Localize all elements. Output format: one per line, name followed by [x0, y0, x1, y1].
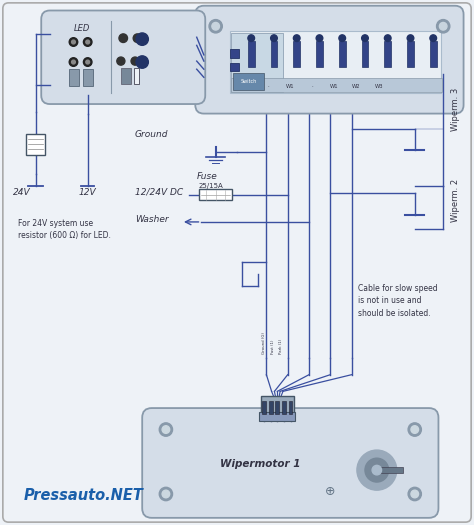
Bar [230, 62, 239, 71]
Text: Wipermotor 1: Wipermotor 1 [220, 459, 301, 469]
Circle shape [316, 35, 323, 41]
Text: ·: · [311, 84, 313, 89]
Text: Washer: Washer [135, 215, 169, 224]
Circle shape [407, 35, 414, 41]
Circle shape [437, 19, 450, 33]
Circle shape [162, 426, 170, 433]
Text: W1: W1 [286, 84, 294, 89]
Text: 12/24V DC: 12/24V DC [135, 188, 183, 197]
Bar [83, 69, 93, 86]
Bar [134, 68, 139, 83]
Bar [231, 34, 283, 92]
Bar [430, 40, 437, 67]
Circle shape [83, 38, 92, 46]
Circle shape [69, 38, 78, 46]
Text: Fuse: Fuse [197, 172, 218, 181]
Bar [316, 40, 323, 67]
Text: 24V: 24V [12, 188, 30, 197]
Circle shape [372, 465, 382, 475]
Text: Ground (G): Ground (G) [263, 332, 266, 354]
Circle shape [411, 426, 419, 433]
Text: W3: W3 [375, 84, 383, 89]
Circle shape [72, 60, 75, 64]
Bar [230, 49, 239, 58]
Text: Cable for slow speed
is not in use and
should be isolated.: Cable for slow speed is not in use and s… [358, 284, 438, 318]
Bar [259, 412, 295, 421]
Bar [289, 401, 292, 414]
Circle shape [83, 58, 92, 66]
Bar [26, 134, 45, 155]
Circle shape [362, 35, 368, 41]
Text: Switch: Switch [240, 79, 257, 84]
Circle shape [162, 490, 170, 498]
Bar [231, 78, 442, 92]
Text: ·: · [267, 84, 269, 89]
Text: Ground: Ground [135, 130, 169, 140]
Circle shape [384, 35, 391, 41]
Bar [339, 40, 346, 67]
Circle shape [357, 450, 397, 490]
Circle shape [271, 35, 277, 41]
Circle shape [133, 34, 142, 43]
Circle shape [212, 23, 219, 30]
Bar [271, 40, 277, 67]
Circle shape [339, 35, 346, 41]
Circle shape [439, 23, 447, 30]
Circle shape [293, 35, 300, 41]
Text: Wiperm. 2: Wiperm. 2 [451, 179, 459, 222]
Circle shape [136, 56, 148, 68]
FancyBboxPatch shape [41, 10, 205, 104]
Circle shape [408, 423, 421, 436]
Bar [362, 40, 368, 67]
Circle shape [69, 58, 78, 66]
Bar [262, 401, 266, 414]
Text: 12V: 12V [79, 188, 97, 197]
Bar [293, 40, 300, 67]
Circle shape [159, 423, 173, 436]
Bar [199, 189, 232, 201]
Circle shape [365, 458, 389, 482]
Circle shape [131, 57, 139, 65]
Text: 25/15A: 25/15A [199, 183, 223, 188]
FancyBboxPatch shape [142, 408, 438, 518]
Text: Park (1): Park (1) [279, 339, 283, 354]
Circle shape [209, 19, 222, 33]
Bar [275, 401, 279, 414]
Bar [282, 401, 286, 414]
FancyBboxPatch shape [3, 3, 471, 522]
Circle shape [119, 34, 128, 43]
Text: Wiperm. 3: Wiperm. 3 [451, 88, 459, 131]
Bar [384, 40, 391, 67]
Text: Pressauto.NET: Pressauto.NET [24, 488, 144, 503]
Text: For 24V system use
resistor (600 Ω) for LED.: For 24V system use resistor (600 Ω) for … [18, 218, 111, 240]
Bar [248, 40, 255, 67]
Bar [377, 467, 403, 474]
Circle shape [86, 40, 90, 44]
Bar [269, 401, 273, 414]
Bar [261, 396, 294, 416]
Text: W1: W1 [330, 84, 338, 89]
Circle shape [430, 35, 437, 41]
Text: W2: W2 [352, 84, 361, 89]
Circle shape [411, 490, 419, 498]
Bar [233, 73, 264, 90]
FancyBboxPatch shape [195, 6, 464, 113]
Circle shape [117, 57, 125, 65]
Circle shape [72, 40, 75, 44]
Circle shape [248, 35, 255, 41]
Text: ⊕: ⊕ [325, 485, 335, 498]
Bar [69, 69, 79, 86]
Circle shape [159, 487, 173, 501]
Circle shape [136, 33, 148, 45]
Circle shape [86, 60, 90, 64]
Text: LED: LED [73, 24, 90, 33]
Bar [230, 31, 441, 93]
Circle shape [408, 487, 421, 501]
Bar [407, 40, 414, 67]
Bar [121, 68, 131, 83]
Text: Fast (1): Fast (1) [271, 340, 274, 354]
